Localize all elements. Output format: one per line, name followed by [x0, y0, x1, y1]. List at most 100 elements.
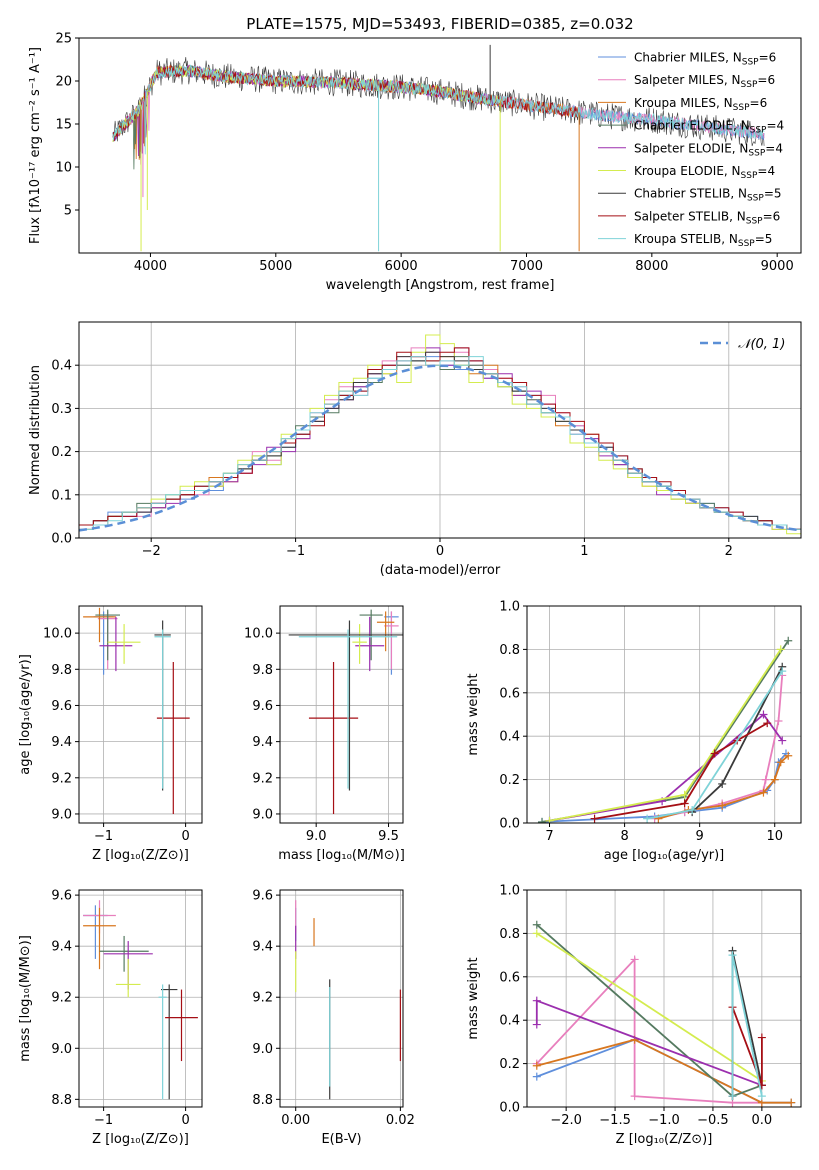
weight-marker-kroupa-miles — [770, 775, 779, 784]
x-tick-label: 9000 — [761, 259, 794, 274]
weight-marker-chabrier-elodie — [538, 817, 547, 823]
x-tick-label: −1.5 — [599, 1113, 631, 1128]
weight-marker-chabrier-miles — [532, 1072, 541, 1081]
x-tick-label: 1 — [580, 544, 588, 559]
y-tick-label: 20 — [55, 75, 72, 90]
x-tick-label: −1 — [94, 829, 113, 844]
y-tick-label: 9.4 — [252, 940, 273, 955]
y-tick-label: 15 — [55, 118, 72, 133]
weight-marker-salpeter-stelib — [763, 719, 772, 728]
y-tick-label: 9.4 — [252, 735, 273, 750]
x-axis-label: Z [log₁₀(Z/Z⊙)] — [92, 848, 189, 863]
plot-area — [288, 609, 403, 814]
y-tick-label: 9.0 — [51, 1042, 72, 1057]
legend-label-normal: 𝒩(0, 1) — [738, 337, 785, 352]
y-tick-label: 9.0 — [252, 807, 273, 822]
x-tick-label: −2.0 — [550, 1113, 582, 1128]
legend-label-salpeter-elodie: Salpeter ELODIE, NSSP=4 — [634, 141, 783, 158]
plot-area — [79, 334, 801, 535]
y-tick-label: 9.4 — [51, 735, 72, 750]
y-tick-label: 9.6 — [51, 889, 72, 904]
y-tick-label: 9.2 — [252, 991, 273, 1006]
legend-label-kroupa-stelib: Kroupa STELIB, NSSP=5 — [634, 232, 772, 249]
y-tick-label: 0.2 — [499, 773, 520, 788]
x-axis-label: age [log₁₀(age/yr)] — [604, 848, 725, 863]
weight-line-chabrier-miles — [541, 753, 787, 823]
y-tick-label: 9.8 — [252, 663, 273, 678]
weight-marker-salpeter-stelib — [757, 1033, 766, 1042]
y-tick-label: 0.8 — [499, 927, 520, 942]
x-tick-label: 0.00 — [281, 1113, 310, 1128]
axes-frame — [279, 889, 404, 1108]
mass-weight-vs-metallicity-panel: −2.0 −1.5 −1.0 −0.5 0.0 0.0 0.2 0.4 0.6 0.8 1.0 Z [… — [466, 884, 802, 1147]
plot-area — [295, 900, 401, 1100]
x-axis-label: E(B-V) — [321, 1132, 361, 1147]
axes-frame — [526, 605, 802, 824]
y-axis-label: mass weight — [466, 957, 481, 1039]
x-tick-label: −0.5 — [697, 1113, 729, 1128]
x-tick-label: 4000 — [134, 259, 167, 274]
y-tick-label: 0.8 — [499, 643, 520, 658]
weight-marker-salpeter-elodie — [759, 710, 768, 719]
y-tick-label: 0.0 — [499, 1101, 520, 1116]
y-tick-label: 9.2 — [51, 991, 72, 1006]
normal-reference-curve — [79, 364, 801, 532]
x-tick-label: −1 — [286, 544, 305, 559]
weight-line-chabrier-elodie — [536, 924, 763, 1098]
histogram-kroupa-elodie — [79, 334, 801, 535]
axes-frame — [279, 605, 404, 824]
y-tick-label: 0.4 — [499, 730, 520, 745]
y-tick-label: 9.6 — [252, 699, 273, 714]
spectrum-panel: 4000 5000 6000 7000 8000 9000 5 10 15 20 25 wavelen… — [28, 32, 802, 293]
plot-area — [83, 900, 198, 1100]
weight-line-kroupa-miles — [536, 1038, 792, 1104]
y-tick-label: 0.4 — [499, 1014, 520, 1029]
y-tick-label: 25 — [55, 32, 72, 47]
legend-label-chabrier-miles: Chabrier MILES, NSSP=6 — [634, 51, 776, 68]
x-tick-label: 0 — [181, 1113, 189, 1128]
x-axis-label: mass [log₁₀(M/M⊙)] — [278, 848, 405, 863]
mass-weight-vs-age-panel: 7 8 9 10 0.0 0.2 0.4 0.6 0.8 1.0 age [log₁₀(age/yr… — [466, 600, 802, 863]
x-tick-label: 9.0 — [306, 829, 327, 844]
weight-marker-chabrier-elodie — [532, 920, 541, 929]
residual-histogram-panel: −2 −1 0 1 2 0.0 0.1 0.2 0.3 0.4 (data-model)/error… — [28, 321, 802, 578]
weight-marker-kroupa-stelib — [688, 805, 697, 814]
y-tick-label: 0.1 — [51, 488, 72, 503]
y-tick-label: 0.4 — [51, 359, 72, 374]
x-tick-label: 6000 — [385, 259, 418, 274]
x-tick-label: 2 — [725, 544, 733, 559]
weight-marker-salpeter-stelib — [680, 799, 689, 808]
figure-title: PLATE=1575, MJD=53493, FIBERID=0385, z=0… — [246, 15, 633, 33]
y-axis-label: mass weight — [466, 673, 481, 755]
age-vs-metallicity-panel: −1 0 9.0 9.2 9.4 9.6 9.8 10.0 Z [log₁₀(Z/Z⊙)] age… — [18, 605, 203, 863]
x-tick-label: 0 — [181, 829, 189, 844]
x-tick-label: 9.5 — [378, 829, 399, 844]
y-tick-label: 1.0 — [499, 884, 520, 899]
legend-label-kroupa-miles: Kroupa MILES, NSSP=6 — [634, 96, 767, 113]
x-tick-label: 7 — [545, 829, 553, 844]
axes-frame — [78, 889, 203, 1108]
x-tick-label: 5000 — [259, 259, 292, 274]
spectrum-line-kroupa-stelib — [112, 64, 765, 155]
plot-area — [83, 607, 190, 814]
weight-line-kroupa-elodie — [536, 932, 763, 1082]
weight-marker-salpeter-elodie — [532, 1020, 541, 1029]
y-tick-label: 9.4 — [51, 940, 72, 955]
weight-marker-kroupa-miles — [776, 758, 785, 767]
plot-area — [112, 44, 765, 252]
y-tick-label: 0.2 — [499, 1057, 520, 1072]
x-tick-label: 0 — [436, 544, 444, 559]
y-tick-label: 0.2 — [51, 445, 72, 460]
weight-marker-kroupa-elodie — [532, 929, 541, 938]
x-tick-label: −1 — [94, 1113, 113, 1128]
weight-marker-salpeter-miles — [630, 1092, 639, 1101]
y-tick-label: 9.2 — [51, 771, 72, 786]
y-tick-label: 10.0 — [244, 627, 273, 642]
weight-marker-kroupa-stelib — [757, 1092, 766, 1101]
weight-line-salpeter-elodie — [535, 999, 763, 1087]
y-tick-label: 10 — [55, 161, 72, 176]
y-tick-label: 0.6 — [499, 970, 520, 985]
weight-marker-kroupa-miles — [718, 801, 727, 810]
x-axis-label: Z [log₁₀(Z/Z⊙)] — [92, 1132, 189, 1147]
x-tick-label: 0.0 — [752, 1113, 773, 1128]
